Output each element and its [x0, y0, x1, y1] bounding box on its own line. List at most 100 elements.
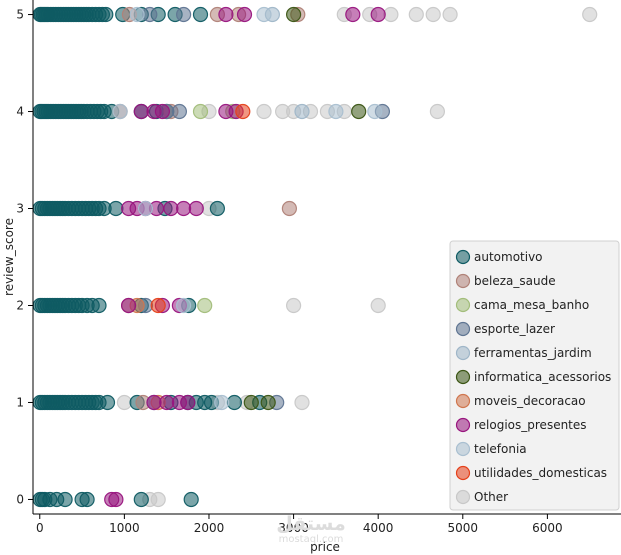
data-point-automotivo — [209, 200, 225, 217]
data-point-relogios-presentes — [218, 6, 234, 23]
data-point-relogios-presentes — [163, 200, 179, 217]
data-point-relogios-presentes — [345, 6, 361, 23]
x-tick-label: 1000 — [109, 521, 140, 535]
legend-label: automotivo — [474, 250, 543, 264]
data-point-esporte-lazer — [142, 6, 158, 23]
legend-label: moveis_decoracao — [474, 394, 586, 408]
legend-marker — [455, 489, 471, 505]
legend-items: automotivo beleza_saude cama_mesa_banhoesp… — [455, 249, 611, 505]
data-point-telefonia — [112, 103, 128, 120]
data-point-telefonia — [256, 6, 272, 23]
x-axis-label: price — [310, 540, 340, 554]
legend-marker — [455, 321, 471, 337]
data-point-relogios-presentes — [146, 394, 162, 411]
data-point-relogios-presentes — [133, 103, 149, 120]
data-point-other — [408, 6, 424, 23]
legend-label: informatica_acessorios — [474, 370, 611, 384]
data-point-relogios-presentes — [188, 200, 204, 217]
data-point-relogios-presentes — [236, 6, 253, 23]
x-tick-label: 0 — [36, 521, 44, 535]
plot-area — [32, 6, 616, 508]
legend-label: cama_mesa_banho — [474, 298, 589, 312]
legend-marker — [455, 249, 471, 265]
watermark-subtext: mostaql.com — [279, 534, 344, 545]
data-point-automotivo — [183, 491, 199, 508]
data-point-relogios-presentes — [108, 491, 124, 508]
data-point-telefonia — [176, 297, 192, 314]
data-point-other — [116, 394, 133, 411]
data-point-automotivo — [79, 491, 95, 508]
data-point-informatica-acessorios — [286, 6, 302, 23]
y-tick-label: 3 — [16, 202, 24, 216]
legend-label: ferramentas_jardim — [474, 346, 592, 360]
data-point-informatica-acessorios — [260, 394, 276, 411]
legend-label: relogios_presentes — [474, 418, 587, 432]
data-point-esporte-lazer — [176, 6, 192, 23]
data-point-relogios-presentes — [121, 297, 137, 314]
data-point-telefonia — [129, 6, 145, 23]
x-tick-label: 2000 — [194, 521, 225, 535]
data-point-informatica-acessorios — [243, 394, 259, 411]
legend-marker — [455, 441, 471, 457]
data-point-telefonia — [137, 200, 154, 217]
data-point-other — [370, 297, 386, 314]
legend: automotivo beleza_saude cama_mesa_banhoesp… — [449, 240, 620, 511]
data-point-ferramentas-jardim — [294, 103, 310, 120]
data-point-other — [294, 394, 310, 411]
data-point-automotivo — [108, 200, 124, 217]
data-point-beleza-saude — [281, 200, 297, 217]
data-point-automotivo — [98, 6, 114, 23]
y-ticks: 0 1 2 3 4 5 — [16, 8, 33, 506]
x-tick-label: 4000 — [363, 521, 394, 535]
data-point-automotivo — [91, 297, 107, 314]
legend-marker — [455, 345, 471, 361]
data-point-other — [286, 297, 302, 314]
data-point-informatica-acessorios — [351, 103, 367, 120]
data-point-utilidades-domesticas — [150, 297, 166, 314]
data-point-cama-mesa-banho — [197, 297, 213, 314]
data-point-other — [150, 491, 166, 508]
legend-marker — [455, 297, 471, 313]
watermark: مستقل mostaql.com — [276, 513, 346, 545]
data-point-automotivo — [57, 491, 73, 508]
data-point-relogios-presentes — [370, 6, 386, 23]
data-point-automotivo — [226, 394, 242, 411]
y-tick-label: 5 — [16, 8, 24, 22]
data-point-other — [425, 6, 441, 23]
data-point-relogios-presentes — [180, 394, 196, 411]
legend-label: Other — [474, 490, 508, 504]
legend-label: esporte_lazer — [474, 322, 555, 336]
data-point-cama-mesa-banho — [192, 103, 209, 120]
legend-box — [449, 240, 620, 511]
data-point-other — [429, 103, 445, 120]
data-point-other — [383, 6, 399, 23]
legend-label: utilidades_domesticas — [474, 466, 607, 480]
legend-label: telefonia — [474, 442, 527, 456]
data-point-utilidades-domesticas — [235, 103, 251, 120]
y-tick-label: 2 — [16, 298, 24, 312]
data-point-other — [442, 6, 458, 23]
data-point-automotivo — [133, 491, 149, 508]
data-point-relogios-presentes — [154, 103, 170, 120]
legend-marker — [455, 393, 471, 409]
y-axis-label: review_score — [2, 218, 16, 296]
legend-marker — [455, 369, 471, 385]
x-tick-label: 3000 — [278, 521, 309, 535]
data-point-automotivo — [99, 394, 116, 411]
legend-label: beleza_saude — [474, 274, 556, 288]
data-point-other — [256, 103, 272, 120]
data-point-relogios-presentes — [159, 394, 175, 411]
x-ticks: 0 1000 2000 3000 4000 5000 6000 — [36, 514, 563, 535]
axes — [32, 0, 621, 515]
data-point-telefonia — [367, 103, 383, 120]
legend-marker — [455, 417, 471, 433]
data-point-automotivo — [192, 6, 209, 23]
x-tick-label: 5000 — [448, 521, 479, 535]
y-tick-label: 4 — [16, 105, 24, 119]
y-tick-label: 0 — [16, 492, 24, 506]
data-point-relogios-presentes — [176, 200, 192, 217]
legend-marker — [455, 273, 471, 289]
y-tick-label: 1 — [16, 395, 24, 409]
data-point-telefonia — [328, 103, 344, 120]
